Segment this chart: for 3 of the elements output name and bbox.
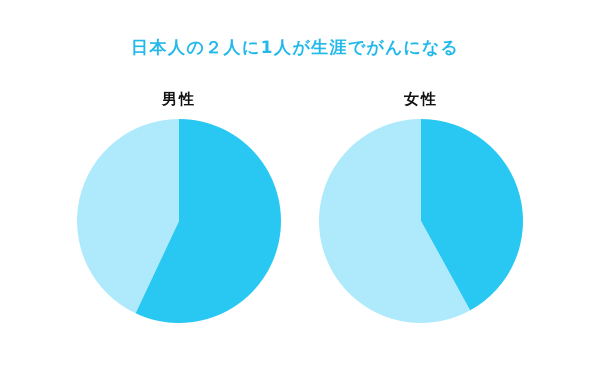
- chart-title: 女性: [403, 90, 439, 110]
- text: 日本人の２人に1人が生涯でがんになる: [130, 37, 460, 59]
- chart-title: 男性: [160, 90, 197, 110]
